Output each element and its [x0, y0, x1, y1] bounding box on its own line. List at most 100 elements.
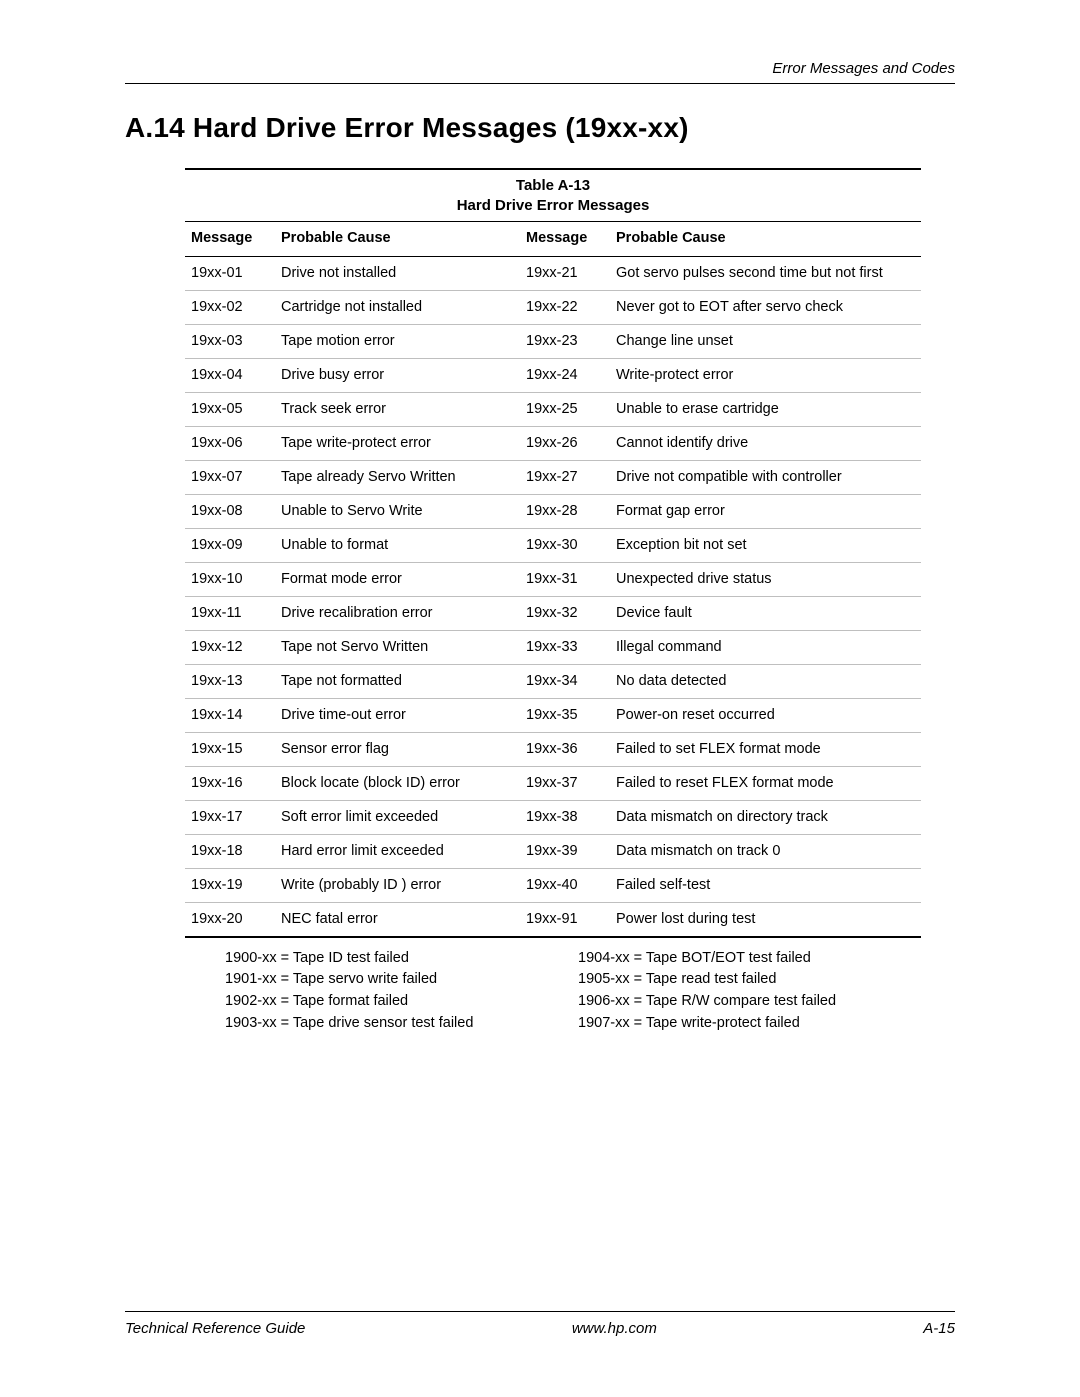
cell-message: 19xx-36: [520, 732, 610, 766]
cell-cause: Got servo pulses second time but not fir…: [610, 256, 921, 290]
cell-cause: Format mode error: [275, 562, 520, 596]
cell-cause: Sensor error flag: [275, 732, 520, 766]
cell-message: 19xx-03: [185, 324, 275, 358]
table-wrapper: Table A-13 Hard Drive Error Messages Mes…: [185, 168, 921, 1035]
cell-cause: Change line unset: [610, 324, 921, 358]
cell-cause: Drive busy error: [275, 358, 520, 392]
cell-cause: Drive not installed: [275, 256, 520, 290]
table-caption: Table A-13 Hard Drive Error Messages: [185, 170, 921, 221]
cell-cause: Unexpected drive status: [610, 562, 921, 596]
cell-message: 19xx-38: [520, 800, 610, 834]
cell-message: 19xx-28: [520, 494, 610, 528]
cell-message: 19xx-40: [520, 868, 610, 902]
cell-cause: Data mismatch on track 0: [610, 834, 921, 868]
footer-right: A-15: [923, 1320, 955, 1337]
table-row: 19xx-14Drive time-out error19xx-35Power-…: [185, 698, 921, 732]
table-row: 19xx-17Soft error limit exceeded19xx-38D…: [185, 800, 921, 834]
cell-message: 19xx-23: [520, 324, 610, 358]
table-body: 19xx-01Drive not installed19xx-21Got ser…: [185, 256, 921, 937]
table-row: 19xx-05Track seek error19xx-25Unable to …: [185, 392, 921, 426]
cell-message: 19xx-09: [185, 528, 275, 562]
cell-cause: Soft error limit exceeded: [275, 800, 520, 834]
cell-cause: Tape already Servo Written: [275, 460, 520, 494]
table-row: 19xx-13Tape not formatted19xx-34No data …: [185, 664, 921, 698]
cell-cause: Power lost during test: [610, 902, 921, 937]
cell-message: 19xx-07: [185, 460, 275, 494]
cell-cause: Cartridge not installed: [275, 290, 520, 324]
table-header-row: Message Probable Cause Message Probable …: [185, 221, 921, 256]
cell-cause: Drive time-out error: [275, 698, 520, 732]
footnote-line: 1905-xx = Tape read test failed: [578, 969, 921, 991]
table-row: 19xx-20NEC fatal error19xx-91Power lost …: [185, 902, 921, 937]
col-header-cause-1: Probable Cause: [275, 221, 520, 256]
footer-center: www.hp.com: [572, 1320, 657, 1337]
cell-cause: Write (probably ID ) error: [275, 868, 520, 902]
cell-message: 19xx-17: [185, 800, 275, 834]
running-head: Error Messages and Codes: [125, 60, 955, 84]
footnotes-left-col: 1900-xx = Tape ID test failed1901-xx = T…: [185, 948, 568, 1035]
col-header-cause-2: Probable Cause: [610, 221, 921, 256]
error-table: Message Probable Cause Message Probable …: [185, 221, 921, 938]
cell-cause: Tape write-protect error: [275, 426, 520, 460]
col-header-message-1: Message: [185, 221, 275, 256]
cell-cause: Cannot identify drive: [610, 426, 921, 460]
cell-cause: NEC fatal error: [275, 902, 520, 937]
cell-message: 19xx-31: [520, 562, 610, 596]
footnote-line: 1907-xx = Tape write-protect failed: [578, 1013, 921, 1035]
table-row: 19xx-12Tape not Servo Written19xx-33Ille…: [185, 630, 921, 664]
cell-cause: Power-on reset occurred: [610, 698, 921, 732]
cell-message: 19xx-39: [520, 834, 610, 868]
cell-message: 19xx-13: [185, 664, 275, 698]
footnote-line: 1900-xx = Tape ID test failed: [225, 948, 568, 970]
cell-message: 19xx-32: [520, 596, 610, 630]
table-row: 19xx-16Block locate (block ID) error19xx…: [185, 766, 921, 800]
cell-message: 19xx-37: [520, 766, 610, 800]
cell-message: 19xx-21: [520, 256, 610, 290]
cell-cause: Drive not compatible with controller: [610, 460, 921, 494]
table-number: Table A-13: [185, 176, 921, 196]
cell-cause: Unable to format: [275, 528, 520, 562]
cell-cause: Unable to Servo Write: [275, 494, 520, 528]
cell-cause: Tape not Servo Written: [275, 630, 520, 664]
footnotes-right-col: 1904-xx = Tape BOT/EOT test failed1905-x…: [568, 948, 921, 1035]
table-row: 19xx-09Unable to format19xx-30Exception …: [185, 528, 921, 562]
cell-message: 19xx-12: [185, 630, 275, 664]
table-row: 19xx-02Cartridge not installed19xx-22Nev…: [185, 290, 921, 324]
footnote-line: 1903-xx = Tape drive sensor test failed: [225, 1013, 568, 1035]
table-row: 19xx-08Unable to Servo Write19xx-28Forma…: [185, 494, 921, 528]
cell-message: 19xx-25: [520, 392, 610, 426]
footer-left: Technical Reference Guide: [125, 1320, 305, 1337]
table-row: 19xx-01Drive not installed19xx-21Got ser…: [185, 256, 921, 290]
footnote-line: 1904-xx = Tape BOT/EOT test failed: [578, 948, 921, 970]
section-title: A.14 Hard Drive Error Messages (19xx-xx): [125, 112, 955, 144]
cell-message: 19xx-16: [185, 766, 275, 800]
cell-message: 19xx-14: [185, 698, 275, 732]
cell-cause: Write-protect error: [610, 358, 921, 392]
footnote-line: 1906-xx = Tape R/W compare test failed: [578, 991, 921, 1013]
cell-cause: Never got to EOT after servo check: [610, 290, 921, 324]
cell-cause: Failed to reset FLEX format mode: [610, 766, 921, 800]
table-row: 19xx-15Sensor error flag19xx-36Failed to…: [185, 732, 921, 766]
cell-message: 19xx-11: [185, 596, 275, 630]
cell-cause: Data mismatch on directory track: [610, 800, 921, 834]
cell-message: 19xx-02: [185, 290, 275, 324]
cell-cause: Format gap error: [610, 494, 921, 528]
table-row: 19xx-11Drive recalibration error19xx-32D…: [185, 596, 921, 630]
cell-cause: Hard error limit exceeded: [275, 834, 520, 868]
cell-cause: Drive recalibration error: [275, 596, 520, 630]
cell-message: 19xx-19: [185, 868, 275, 902]
table-row: 19xx-04Drive busy error19xx-24Write-prot…: [185, 358, 921, 392]
table-title: Hard Drive Error Messages: [185, 196, 921, 216]
cell-message: 19xx-04: [185, 358, 275, 392]
cell-message: 19xx-27: [520, 460, 610, 494]
table-footnotes: 1900-xx = Tape ID test failed1901-xx = T…: [185, 948, 921, 1035]
cell-message: 19xx-01: [185, 256, 275, 290]
page-footer: Technical Reference Guide www.hp.com A-1…: [125, 1311, 955, 1337]
cell-message: 19xx-26: [520, 426, 610, 460]
cell-cause: Tape motion error: [275, 324, 520, 358]
cell-message: 19xx-30: [520, 528, 610, 562]
footnote-line: 1901-xx = Tape servo write failed: [225, 969, 568, 991]
page: Error Messages and Codes A.14 Hard Drive…: [125, 60, 955, 1337]
table-row: 19xx-10Format mode error19xx-31Unexpecte…: [185, 562, 921, 596]
footnote-line: 1902-xx = Tape format failed: [225, 991, 568, 1013]
